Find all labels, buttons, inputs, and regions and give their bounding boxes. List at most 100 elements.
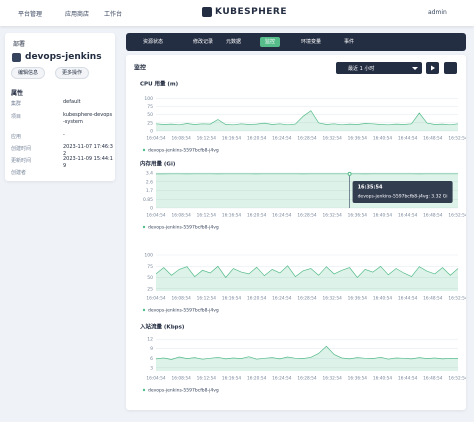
- top-bar: 平台管理 应用商店 工作台 KUBESPHERE admin: [0, 0, 474, 26]
- tab-bar: 资源状态 修改记录 元数据 监控 环境变量 事件: [126, 33, 466, 51]
- y-tick-label: 100: [144, 253, 153, 259]
- nav-item[interactable]: 工作台: [104, 11, 123, 18]
- button[interactable]: 更多操作: [55, 67, 90, 79]
- x-tick-label: 16:20:54: [247, 296, 267, 302]
- nav-item[interactable]: 平台管理: [18, 11, 43, 18]
- x-tick-label: 16:20:54: [247, 136, 267, 142]
- x-tick-label: 16:44:54: [398, 213, 418, 219]
- x-tick-label: 16:32:54: [323, 213, 343, 219]
- x-tick-label: 16:16:54: [222, 296, 242, 302]
- app-icon: [12, 53, 21, 62]
- y-tick-label: 6: [150, 356, 153, 362]
- legend-label: devops-jenkins-5597bcfb8-j4vg: [148, 388, 219, 394]
- y-tick-label: 1.7: [146, 188, 153, 194]
- x-tick-label: 16:52:54: [448, 296, 466, 302]
- x-tick-label: 16:36:54: [348, 376, 368, 382]
- x-tick-label: 16:04:54: [146, 136, 166, 142]
- y-tick-label: 75: [147, 104, 153, 110]
- line: [155, 345, 459, 360]
- x-tick-label: 16:08:54: [172, 376, 192, 382]
- x-tick-label: 16:48:54: [423, 136, 443, 142]
- monitor-card: 监控 最近 1 小时 CPU 用量 (m) 0 25 50 75 100 16:04:54 16:…: [126, 55, 468, 410]
- x-tick-label: 16:40:54: [373, 376, 393, 382]
- range-select[interactable]: [336, 62, 422, 74]
- x-tick-label: 16:44:54: [398, 296, 418, 302]
- x-tick-label: 16:08:54: [172, 213, 192, 219]
- x-tick-label: 16:28:54: [297, 376, 317, 382]
- line: [155, 110, 459, 126]
- nav-item[interactable]: 应用商店: [65, 11, 90, 18]
- property-key: 集群: [11, 101, 22, 107]
- x-tick-label: 16:12:54: [197, 136, 217, 142]
- tab[interactable]: 监控: [260, 37, 281, 47]
- chart-title: 入站流量 (Kbps): [139, 323, 185, 331]
- y-tick-label: 75: [147, 264, 153, 270]
- x-tick-label: 16:12:54: [197, 213, 217, 219]
- x-tick-label: 16:04:54: [146, 376, 166, 382]
- legend-dot: [142, 388, 146, 392]
- play-icon: [431, 65, 435, 71]
- x-tick-label: 16:52:54: [448, 213, 466, 219]
- tab[interactable]: 环境变量: [301, 39, 322, 45]
- x-tick-label: 16:52:54: [448, 376, 466, 382]
- tooltip-label: devops-jenkins-5597bcfb8-j4vg: 3.32 Gi: [358, 194, 448, 200]
- tab[interactable]: 事件: [344, 39, 355, 45]
- legend-label: devops-jenkins-5597bcfb8-j4vg: [148, 308, 219, 314]
- x-tick-label: 16:40:54: [373, 296, 393, 302]
- tab[interactable]: 资源状态: [143, 39, 164, 45]
- x-tick-label: 16:32:54: [323, 296, 343, 302]
- x-tick-label: 16:28:54: [297, 296, 317, 302]
- y-tick-label: 12: [147, 337, 153, 343]
- logo[interactable]: KUBESPHERE: [215, 7, 287, 17]
- x-tick-label: 16:48:54: [423, 296, 443, 302]
- x-tick-label: 16:04:54: [146, 296, 166, 302]
- x-tick-label: 16:16:54: [222, 376, 242, 382]
- property-key: 应用: [11, 134, 22, 140]
- button[interactable]: 编辑信息: [11, 67, 46, 79]
- logo-icon: [202, 7, 212, 17]
- user[interactable]: admin: [428, 9, 447, 16]
- dropdown-arrow: [412, 67, 418, 70]
- hover-dot: [347, 171, 352, 176]
- x-tick-label: 16:24:54: [272, 296, 292, 302]
- x-tick-label: 16:16:54: [222, 136, 242, 142]
- property-key: 创建者: [11, 170, 27, 176]
- tooltip: [352, 181, 453, 203]
- x-tick-label: 16:28:54: [297, 136, 317, 142]
- property-key: 项目: [11, 114, 22, 120]
- x-tick-label: 16:24:54: [272, 213, 292, 219]
- section-title: 属性: [11, 90, 24, 97]
- tab[interactable]: 元数据: [226, 39, 242, 45]
- x-tick-label: 16:44:54: [398, 376, 418, 382]
- legend-dot: [142, 148, 146, 152]
- x-tick-label: 16:08:54: [172, 296, 192, 302]
- chart-title: CPU 用量 (m): [140, 80, 179, 88]
- property-value: 2023-11-07 17:46:32: [63, 144, 113, 157]
- y-tick-label: 3: [150, 365, 153, 371]
- y-tick-label: 3.4: [146, 171, 153, 177]
- refresh-button[interactable]: [444, 62, 457, 74]
- y-tick-label: 0: [150, 129, 153, 135]
- x-tick-label: 16:44:54: [398, 136, 418, 142]
- x-tick-label: 16:48:54: [423, 376, 443, 382]
- x-tick-label: 16:04:54: [146, 213, 166, 219]
- tab[interactable]: 修改记录: [193, 39, 214, 45]
- x-tick-label: 16:20:54: [247, 376, 267, 382]
- y-tick-label: 100: [144, 96, 153, 102]
- property-value: -: [63, 132, 65, 138]
- back-link[interactable]: 部署: [13, 41, 26, 48]
- legend-label: devops-jenkins-5597bcfb8-j4vg: [148, 225, 219, 231]
- x-tick-label: 16:32:54: [323, 376, 343, 382]
- x-tick-label: 16:48:54: [423, 213, 443, 219]
- property-key: 更新时间: [11, 158, 32, 164]
- detail-card: 部署 devops-jenkins 编辑信息 更多操作 属性 集群 default…: [5, 33, 115, 181]
- property-value: 2023-11-09 15:44:19: [63, 156, 113, 169]
- x-tick-label: 16:28:54: [297, 213, 317, 219]
- x-tick-label: 16:52:54: [448, 136, 466, 142]
- x-tick-label: 16:40:54: [373, 136, 393, 142]
- y-tick-label: 9: [150, 346, 153, 352]
- legend-dot: [142, 308, 146, 312]
- property-value: kubesphere-devops-system: [63, 112, 113, 125]
- legend-label: devops-jenkins-5597bcfb8-j4vg: [148, 148, 219, 154]
- y-tick-label: 25: [147, 286, 153, 292]
